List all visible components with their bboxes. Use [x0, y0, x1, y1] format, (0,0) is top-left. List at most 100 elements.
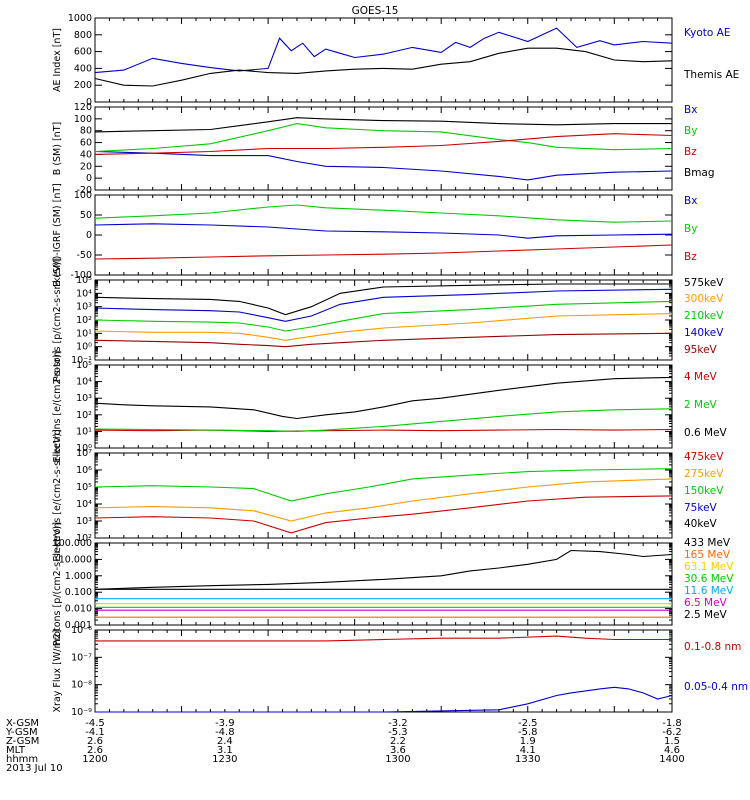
- footer-cell: 1200: [82, 754, 107, 765]
- y-axis-label: Protons [p/(cm2-s-sr-keV)]: [52, 522, 63, 646]
- footer-cell: 2.6: [87, 736, 103, 747]
- series-line-2-1: [94, 150, 673, 181]
- y-tick-label: 0.100: [65, 587, 92, 598]
- series-line-1-2: [94, 47, 673, 87]
- footer-cell: -6.2: [662, 727, 682, 738]
- panel-4: 10⁻¹ 10⁰ 10¹ 10² 10³ 10⁴ 10⁵ Protons [p/(cm2-s-…: [52, 258, 724, 382]
- y-tick-label: 10²: [76, 533, 92, 544]
- panel-frame: [94, 452, 673, 539]
- footer-cell: -4.1: [85, 727, 105, 738]
- y-tick-label: -50: [76, 250, 92, 261]
- y-tick-label: 10²: [76, 410, 92, 421]
- y-tick-label: 10⁴: [76, 499, 92, 510]
- y-tick-label: 10⁻⁷: [71, 652, 92, 663]
- legend-label: Bz: [684, 146, 697, 158]
- legend-label: Kyoto AE: [684, 27, 730, 39]
- footer-row-label: Y-GSM: [5, 727, 38, 738]
- series-line-4-3: [94, 300, 673, 332]
- y-axis-label: Protons [p/(cm2-s-sr-keV)]: [52, 258, 63, 382]
- panel-8: 10⁻⁹ 10⁻⁸ 10⁻⁷ 10⁻⁶ Xray Flux [W/m2] 0.1-0.8 …: [52, 625, 748, 718]
- footer-cell: 1330: [515, 754, 540, 765]
- y-tick-label: 0: [86, 97, 92, 108]
- footer-cell: 4.1: [520, 745, 536, 756]
- panel-7: 0.001 0.010 0.100 1.000 10.000 100.000Protons…: [52, 522, 734, 646]
- footer-cell: 2.4: [217, 736, 233, 747]
- series-line-2-2: [94, 123, 673, 153]
- footer-row-label: MLT: [6, 745, 26, 756]
- y-tick-label: 100: [74, 114, 92, 125]
- y-tick-label: -20: [76, 185, 92, 196]
- legend-label: By: [684, 125, 697, 137]
- footer-cell: 1300: [385, 754, 410, 765]
- y-axis-label: Electrons [e/(cm2-s-sr-keV)]: [52, 429, 63, 561]
- y-tick-label: 0: [86, 230, 92, 241]
- y-tick-label: 10⁶: [76, 465, 92, 476]
- panel-frame: [94, 279, 673, 361]
- legend-label: 2.5 MeV: [684, 609, 728, 621]
- legend-label: 150keV: [684, 485, 724, 497]
- series-line-2-4: [94, 117, 672, 133]
- legend-label: 300keV: [684, 293, 724, 305]
- y-axis-label: B (SM) [nT]: [52, 122, 63, 175]
- series-line-4-2: [94, 313, 673, 341]
- footer-cell: 3.1: [217, 745, 233, 756]
- footer-row-label: hhmm: [6, 754, 38, 765]
- y-tick-label: 10⁰: [76, 443, 92, 454]
- y-tick-label: 10⁻¹: [71, 355, 92, 366]
- series-line-7-1: [94, 549, 673, 590]
- y-tick-label: 10⁵: [76, 482, 92, 493]
- legend-label: 210keV: [684, 310, 724, 322]
- legend-label: 4 MeV: [684, 371, 718, 383]
- y-tick-label: 400: [74, 63, 92, 74]
- y-tick-label: 10³: [76, 516, 92, 527]
- legend-label: 11.6 MeV: [684, 585, 734, 597]
- series-line-6-3: [94, 468, 673, 502]
- y-axis-label: Xray Flux [W/m2]: [52, 630, 63, 713]
- footer-cell: 1.9: [520, 736, 536, 747]
- y-axis-label: B (SM)-IGRF (SM) [nT]: [52, 183, 63, 287]
- y-tick-label: 10⁰: [76, 342, 92, 353]
- footer-cell: -5.3: [388, 727, 408, 738]
- footer-cell: -4.5: [85, 718, 105, 729]
- panel-frame: [94, 17, 673, 103]
- legend-label: 165 MeV: [684, 549, 731, 561]
- legend-label: 2 MeV: [684, 399, 718, 411]
- legend-label: 433 MeV: [684, 537, 731, 549]
- y-tick-label: 10⁻⁶: [71, 625, 92, 636]
- y-tick-label: 20: [80, 161, 92, 172]
- legend-label: Bz: [684, 251, 697, 263]
- footer-cell: 3.6: [390, 745, 406, 756]
- series-line-6-1: [94, 495, 673, 534]
- y-tick-label: 10³: [76, 302, 92, 313]
- y-tick-label: 80: [80, 126, 92, 137]
- panel-6: 10² 10³ 10⁴ 10⁵ 10⁶ 10⁷ Electrons [e/(cm2-s-sr…: [52, 429, 724, 561]
- y-tick-label: 10⁴: [76, 377, 92, 388]
- footer-cell: -1.8: [662, 718, 682, 729]
- series-line-3-3: [94, 244, 673, 260]
- y-tick-label: 120: [74, 102, 92, 113]
- legend-label: Bmag: [684, 167, 715, 179]
- y-tick-label: 0: [86, 173, 92, 184]
- series-line-2-3: [94, 133, 673, 155]
- y-tick-label: 10⁻⁸: [71, 680, 92, 691]
- y-tick-label: 200: [74, 80, 92, 91]
- y-axis-label: AE Index [nT]: [52, 28, 63, 92]
- series-line-8-2: [95, 686, 673, 713]
- y-tick-label: 10.000: [59, 554, 92, 565]
- y-tick-label: 50: [80, 210, 92, 221]
- y-tick-label: 10⁷: [76, 448, 92, 459]
- y-tick-label: 0.010: [65, 604, 92, 615]
- legend-label: 75keV: [684, 502, 718, 514]
- footer-cell: 2.6: [87, 745, 103, 756]
- footer-row-label: X-GSM: [6, 718, 39, 729]
- figure-title: GOES-15: [352, 5, 399, 17]
- panel-3: -100 -50 0 50 100 B (SM)-IGRF (SM) [nT] Bx By Bz: [52, 183, 697, 287]
- footer-cell: -3.9: [215, 718, 235, 729]
- y-tick-label: 1000: [68, 13, 92, 24]
- footer-cell: -3.2: [388, 718, 408, 729]
- y-tick-label: 10⁴: [76, 288, 92, 299]
- series-line-3-1: [94, 223, 673, 239]
- legend-label: 0.05-0.4 nm: [684, 681, 748, 693]
- panel-5: 10⁰ 10¹ 10² 10³ 10⁴ 10⁵ Electrons [e/(cm2-s-sr…: [52, 351, 728, 463]
